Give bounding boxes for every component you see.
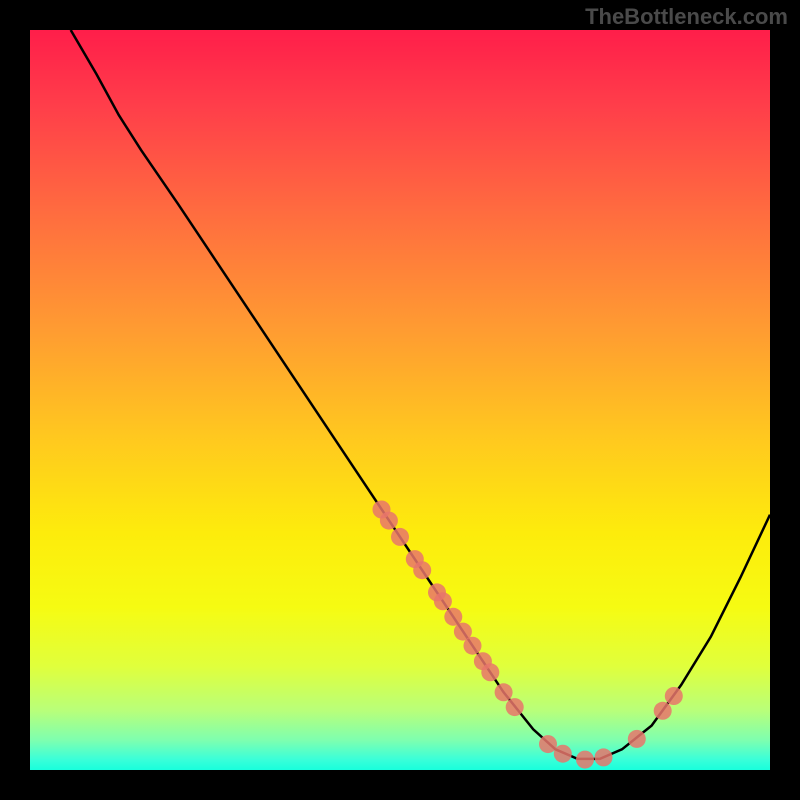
data-marker [380,512,398,530]
data-marker [481,663,499,681]
watermark-text: TheBottleneck.com [585,4,788,30]
data-marker [444,608,462,626]
data-marker [506,698,524,716]
data-marker [554,745,572,763]
chart-container [30,30,770,770]
data-marker [576,751,594,769]
data-marker [654,702,672,720]
data-marker [434,592,452,610]
data-marker [539,735,557,753]
data-marker [413,561,431,579]
bottleneck-curve [30,30,770,770]
data-marker [595,748,613,766]
data-marker [665,687,683,705]
data-marker [391,528,409,546]
data-marker [628,730,646,748]
data-marker [464,637,482,655]
data-marker [495,683,513,701]
